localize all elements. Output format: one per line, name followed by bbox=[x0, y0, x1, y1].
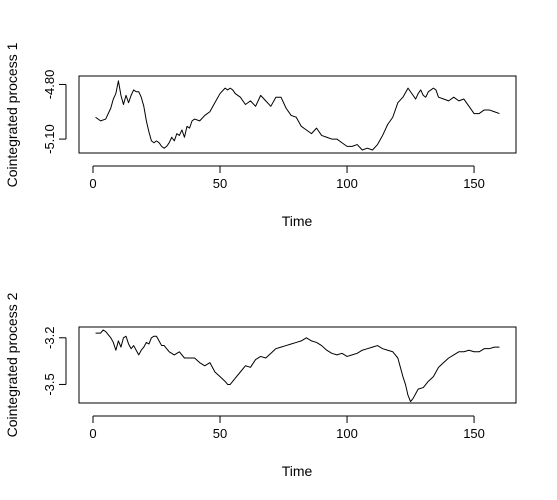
panel-1: 0 50 100 150 -5.10 -4.80 Time Cointegrated p… bbox=[4, 42, 517, 229]
panel-2-x-ticks: 0 50 100 150 bbox=[89, 416, 485, 441]
panel-2-x-axis-label: Time bbox=[282, 463, 313, 479]
panel-2-x-tick-label: 0 bbox=[89, 426, 96, 441]
panel-2-x-tick-label: 50 bbox=[213, 426, 227, 441]
panel-2-y-axis-label: Cointegrated process 2 bbox=[4, 292, 20, 437]
panel-1-y-tick-label: -5.10 bbox=[42, 124, 57, 154]
panel-2-y-tick-label: -3.5 bbox=[42, 373, 57, 395]
panel-1-series-line bbox=[95, 80, 500, 151]
panel-2-y-tick-label: -3.2 bbox=[42, 327, 57, 349]
panel-1-y-ticks: -5.10 -4.80 bbox=[42, 70, 66, 154]
panel-1-x-tick-label: 150 bbox=[463, 176, 485, 191]
panel-2-x-tick-label: 150 bbox=[463, 426, 485, 441]
panel-2-x-tick-label: 100 bbox=[336, 426, 358, 441]
panel-2-y-ticks: -3.5 -3.2 bbox=[42, 327, 66, 396]
panel-1-x-tick-label: 100 bbox=[336, 176, 358, 191]
panel-1-y-axis-label: Cointegrated process 1 bbox=[4, 42, 20, 187]
panel-1-x-axis-label: Time bbox=[282, 213, 313, 229]
panel-1-y-tick-label: -4.80 bbox=[42, 70, 57, 100]
panel-2-plot-frame bbox=[78, 326, 517, 404]
panel-1-x-ticks: 0 50 100 150 bbox=[89, 166, 485, 191]
panel-1-plot-frame bbox=[78, 75, 517, 154]
panel-2: 0 50 100 150 -3.5 -3.2 Time Cointegrated pro… bbox=[4, 292, 517, 479]
panel-2-series-line bbox=[95, 329, 500, 403]
panel-1-x-tick-label: 50 bbox=[213, 176, 227, 191]
panel-1-x-tick-label: 0 bbox=[89, 176, 96, 191]
